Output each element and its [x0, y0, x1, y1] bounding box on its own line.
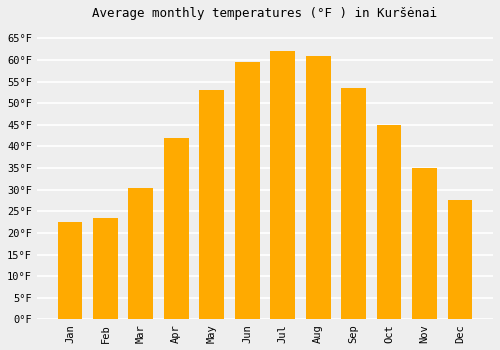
Bar — [270, 51, 295, 320]
Bar — [412, 168, 437, 320]
Bar — [128, 188, 154, 320]
Title: Average monthly temperatures (°F ) in Kuršėnai: Average monthly temperatures (°F ) in Ku… — [92, 7, 438, 20]
Bar — [58, 222, 82, 320]
Bar — [376, 125, 402, 320]
Bar — [200, 90, 224, 320]
Bar — [93, 218, 118, 320]
Bar — [235, 62, 260, 320]
Bar — [341, 88, 366, 320]
Bar — [306, 56, 330, 320]
Bar — [164, 138, 188, 320]
Bar — [448, 201, 472, 320]
